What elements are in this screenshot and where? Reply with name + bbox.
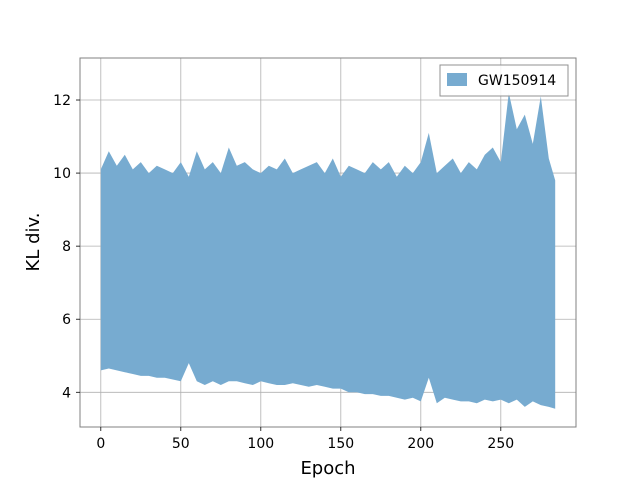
x-tick-label: 250 [487, 436, 514, 452]
legend: GW150914 [439, 64, 569, 97]
y-tick-label: 8 [62, 239, 71, 255]
series-area-0 [100, 92, 556, 409]
plot-frame [79, 57, 577, 428]
x-tick-label: 100 [247, 436, 274, 452]
x-tick-label: 200 [407, 436, 434, 452]
legend-swatch [447, 73, 467, 86]
x-tick-label: 150 [327, 436, 354, 452]
y-tick-label: 4 [62, 385, 71, 401]
y-axis-label: KL div. [23, 213, 44, 272]
x-axis-label: Epoch [300, 458, 355, 479]
y-tick-label: 6 [62, 312, 71, 328]
y-tick-label: 10 [53, 166, 71, 182]
series-area-group [100, 92, 556, 409]
y-tick-label: 12 [53, 93, 71, 109]
x-tick-label: 50 [172, 436, 190, 452]
legend-label: GW150914 [478, 73, 556, 89]
x-tick-label: 0 [96, 436, 105, 452]
y-axis-ticks: 4 6 8 10 12 [53, 93, 80, 401]
x-axis-ticks: 0 50 100 150 200 250 [96, 427, 514, 452]
